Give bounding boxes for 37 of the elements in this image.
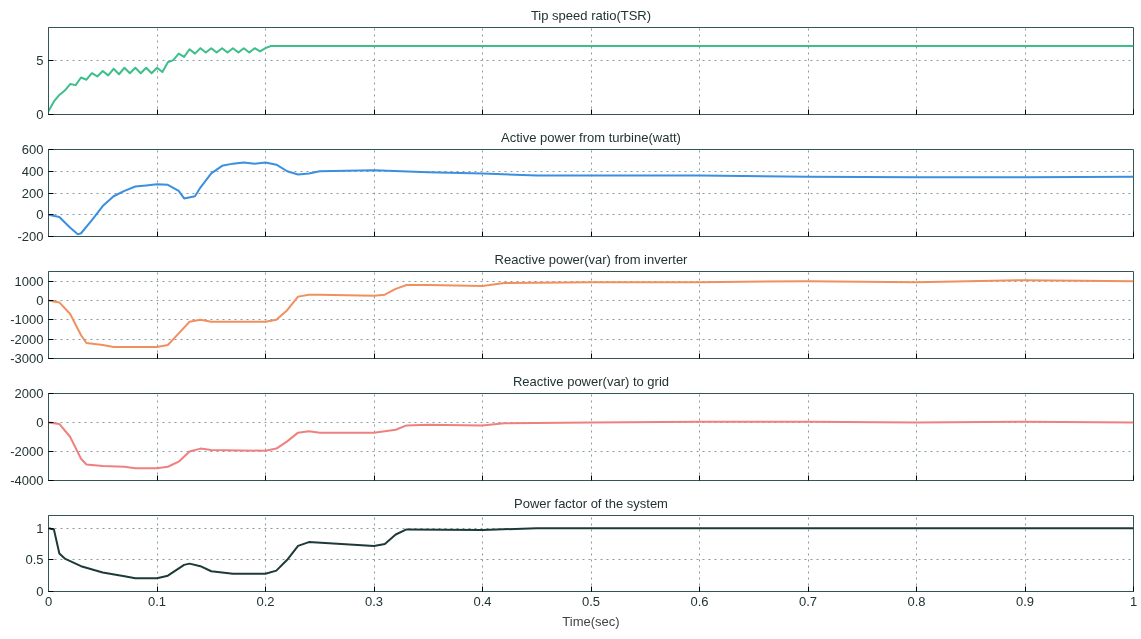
y-tick-label: -200 bbox=[17, 229, 44, 244]
chart-title: Tip speed ratio(TSR) bbox=[530, 7, 652, 23]
y-tick-label: 0.5 bbox=[25, 552, 44, 568]
x-tick-label: 0.7 bbox=[798, 593, 818, 609]
x-tick-label: 0.3 bbox=[364, 593, 384, 609]
x-tick-label: 0.8 bbox=[907, 593, 926, 609]
line-series bbox=[48, 420, 1134, 470]
y-tick-label: -2000 bbox=[10, 331, 44, 347]
y-tick-label: -2000 bbox=[10, 444, 44, 459]
x-tick-label: 0.5 bbox=[581, 593, 601, 609]
y-tick-label: 1000 bbox=[14, 273, 44, 289]
y-tick-label: -1000 bbox=[10, 312, 44, 328]
y-tick-label: 2000 bbox=[14, 386, 44, 401]
y-tick-label: 400 bbox=[21, 163, 44, 179]
chart-title: Reactive power(var) from inverter bbox=[494, 251, 689, 267]
x-tick-label: 1 bbox=[1129, 593, 1138, 609]
y-tick-label: 0 bbox=[36, 207, 44, 223]
chart-title: Active power from turbine(watt) bbox=[501, 129, 681, 145]
y-tick-label: -3000 bbox=[10, 351, 44, 366]
chart-title: Reactive power(var) to grid bbox=[512, 373, 670, 389]
x-axis-title: Time(sec) bbox=[562, 613, 620, 629]
y-tick-label: 200 bbox=[21, 185, 44, 201]
y-tick-label: 0 bbox=[36, 293, 44, 308]
line-series bbox=[48, 527, 1134, 580]
line-series bbox=[48, 279, 1134, 348]
y-tick-label: 0 bbox=[36, 107, 44, 122]
x-tick-label: 0.2 bbox=[256, 593, 275, 609]
x-tick-label: 0.1 bbox=[147, 593, 167, 609]
x-tick-label: 0.6 bbox=[690, 593, 709, 609]
y-tick-label: 1 bbox=[36, 520, 44, 536]
y-tick-label: 5 bbox=[36, 52, 44, 68]
x-tick-label: 0.4 bbox=[473, 593, 492, 609]
y-tick-label: 0 bbox=[36, 415, 44, 430]
chart-title: Power factor of the system bbox=[514, 495, 668, 511]
y-tick-label: 600 bbox=[21, 142, 44, 157]
y-tick-label: -4000 bbox=[10, 473, 44, 488]
x-tick-label: 0.9 bbox=[1015, 593, 1035, 609]
